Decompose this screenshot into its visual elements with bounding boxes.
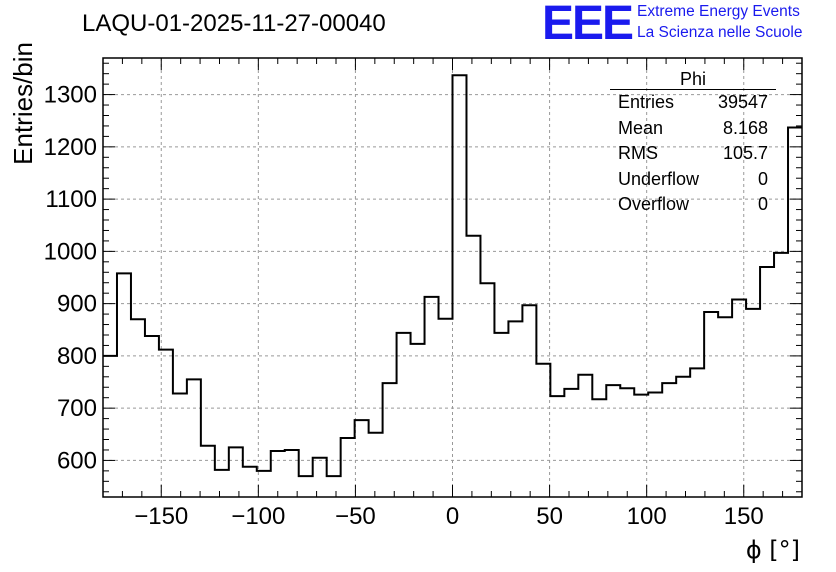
histogram-bin bbox=[215, 470, 229, 497]
logo-line-2: La Scienza nelle Scuole bbox=[637, 24, 803, 41]
histogram-bin bbox=[690, 368, 704, 497]
histogram-bin bbox=[313, 458, 327, 497]
x-tick-label: 0 bbox=[446, 503, 459, 530]
histogram-bin bbox=[187, 379, 201, 497]
stats-row-rms: RMS 105.7 bbox=[610, 141, 776, 167]
stats-name: Phi bbox=[610, 69, 776, 90]
histogram-bin bbox=[425, 297, 439, 497]
histogram-bin bbox=[746, 309, 760, 497]
y-tick-label: 1300 bbox=[44, 82, 97, 109]
histogram-bin bbox=[201, 446, 215, 497]
x-tick-label: −50 bbox=[335, 503, 376, 530]
histogram-bin bbox=[173, 394, 187, 497]
y-tick-label: 1200 bbox=[44, 134, 97, 161]
y-tick-label: 700 bbox=[57, 395, 97, 422]
stats-label: Entries bbox=[618, 92, 675, 112]
stats-value: 0 bbox=[757, 194, 768, 214]
histogram-bin bbox=[536, 364, 550, 497]
stats-label: Underflow bbox=[618, 168, 700, 189]
stats-row-entries: Entries 39547 bbox=[610, 90, 776, 116]
histogram-bin bbox=[606, 385, 620, 497]
histogram-bin bbox=[299, 476, 313, 497]
histogram-bin bbox=[271, 451, 285, 497]
stats-box: Phi Entries 39547 Mean 8.168 RMS 105.7 U… bbox=[610, 69, 776, 218]
histogram-bin bbox=[383, 383, 397, 497]
tick-labels: −150 −100 −50 0 50 100 150 600 700 800 900 1000 1100… bbox=[44, 82, 764, 530]
x-tick-label: 100 bbox=[627, 503, 667, 530]
histogram-bin bbox=[341, 438, 355, 497]
axis-ticks bbox=[102, 58, 803, 497]
y-tick-label: 1000 bbox=[44, 238, 97, 265]
histogram-bin bbox=[634, 395, 648, 497]
x-tick-label: 150 bbox=[724, 503, 764, 530]
stats-label: RMS bbox=[618, 143, 658, 163]
histogram-bin bbox=[578, 375, 592, 497]
histogram-bin bbox=[117, 273, 131, 497]
stats-label: Overflow bbox=[618, 194, 690, 214]
eee-logo: EEE bbox=[542, 0, 634, 50]
histogram-bin bbox=[466, 236, 480, 497]
logo-line-1: Extreme Energy Events bbox=[637, 3, 800, 20]
x-axis-label: ϕ [°] bbox=[746, 536, 800, 564]
histogram-bin bbox=[676, 377, 690, 497]
histogram-bars bbox=[103, 74, 802, 497]
chart-title: LAQU-01-2025-11-27-00040 bbox=[82, 10, 386, 37]
histogram-bin bbox=[592, 399, 606, 497]
stats-value: 39547 bbox=[717, 92, 768, 112]
histogram-bin bbox=[229, 447, 243, 497]
stats-row-overflow: Overflow 0 bbox=[610, 192, 776, 218]
histogram-bin bbox=[788, 128, 802, 497]
x-tick-label: −100 bbox=[231, 503, 285, 530]
y-tick-label: 800 bbox=[57, 343, 97, 370]
histogram-bin bbox=[453, 75, 467, 497]
stats-value: 8.168 bbox=[722, 117, 768, 138]
stats-value: 0 bbox=[757, 168, 768, 189]
histogram-bin bbox=[480, 283, 494, 497]
y-tick-label: 600 bbox=[57, 447, 97, 474]
histogram-bin bbox=[550, 396, 564, 497]
x-tick-label: −150 bbox=[134, 503, 188, 530]
histogram-bin bbox=[145, 336, 159, 497]
histogram-bin bbox=[243, 467, 257, 497]
histogram-bin bbox=[564, 389, 578, 497]
y-axis-label: Entries/bin bbox=[8, 42, 38, 165]
histogram-bin bbox=[620, 388, 634, 497]
histogram-bin bbox=[718, 317, 732, 497]
stats-value: 105.7 bbox=[722, 143, 768, 163]
y-tick-label: 1100 bbox=[45, 186, 97, 213]
histogram-bin bbox=[704, 312, 718, 497]
histogram-bin bbox=[662, 383, 676, 497]
histogram-bin bbox=[285, 450, 299, 497]
histogram-bin bbox=[257, 471, 271, 497]
y-tick-label: 900 bbox=[57, 291, 97, 318]
stats-row-underflow: Underflow 0 bbox=[610, 167, 776, 193]
histogram-bin bbox=[355, 420, 369, 497]
histogram-outline bbox=[103, 74, 802, 478]
histogram-bin bbox=[760, 267, 774, 497]
histogram-bin bbox=[369, 433, 383, 497]
x-tick-label: 50 bbox=[536, 503, 563, 530]
stats-label: Mean bbox=[618, 117, 664, 138]
plot-frame bbox=[102, 57, 803, 498]
histogram-bin bbox=[522, 305, 536, 497]
histogram-bin bbox=[397, 333, 411, 497]
histogram-bin bbox=[494, 333, 508, 497]
histogram-bin bbox=[508, 321, 522, 497]
stats-row-mean: Mean 8.168 bbox=[610, 116, 776, 142]
histogram-bin bbox=[411, 344, 425, 497]
histogram-bin bbox=[327, 476, 341, 497]
